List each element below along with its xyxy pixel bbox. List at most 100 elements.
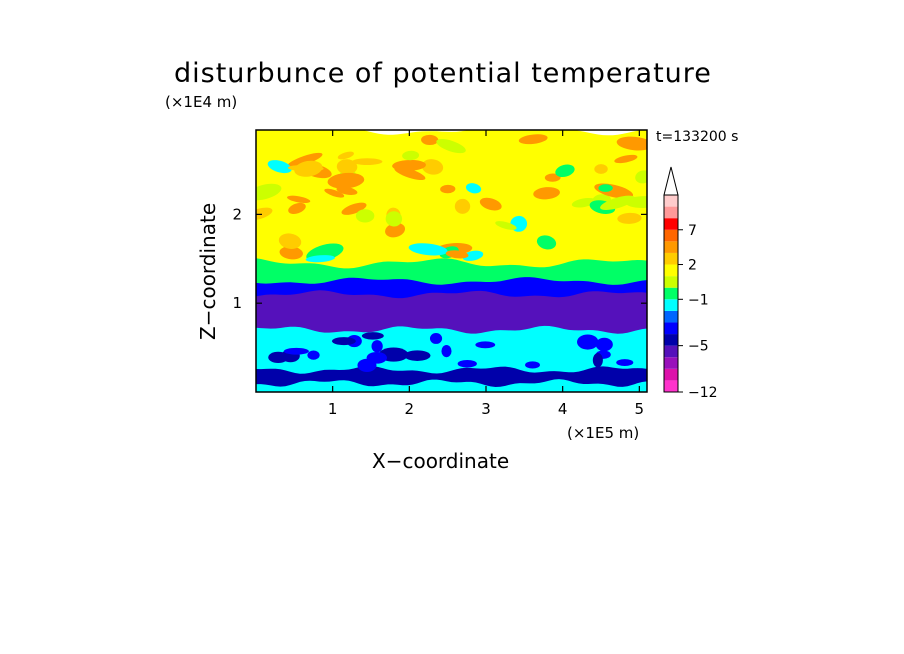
contour-blob [598, 184, 613, 192]
contour-blob [440, 184, 456, 194]
x-tick-label: 4 [558, 400, 568, 418]
contour-blob [445, 250, 469, 259]
contour-blob [465, 183, 482, 194]
contour-blob [287, 152, 323, 168]
x-axis: 1 2 3 4 5 [328, 130, 644, 418]
contour-blob [402, 150, 420, 161]
time-label: t=133200 s [656, 129, 739, 145]
contour-field [256, 130, 647, 392]
x-tick-label: 2 [405, 400, 415, 418]
contour-blob [408, 243, 448, 256]
colorbar-tick-label: 7 [688, 223, 697, 239]
contour-blob [441, 345, 452, 358]
contour-blob [327, 172, 365, 189]
x-axis-label: X−coordinate [372, 449, 510, 473]
contour-blob [392, 159, 426, 171]
contour-blob [404, 350, 431, 361]
contour-blob [307, 350, 320, 360]
contour-blob [355, 209, 375, 223]
contour-blob [371, 340, 383, 353]
contour-blob [555, 164, 575, 178]
contour-blob [429, 332, 443, 344]
y-axis-label: Z−coordinate [196, 202, 220, 340]
contour-blob [454, 198, 471, 214]
plot-frame [255, 129, 648, 393]
contour-blob [357, 358, 377, 372]
contour-blob [352, 158, 383, 166]
colorbar-segment [664, 195, 678, 207]
contour-blob [337, 151, 354, 160]
y-tick-label: 2 [232, 205, 242, 223]
contour-blob [457, 359, 477, 368]
contour-blob [525, 361, 540, 369]
contour-blob [336, 186, 358, 195]
contour-blob [385, 211, 403, 227]
x-tick-label: 5 [635, 400, 645, 418]
contour-blob [278, 233, 302, 249]
x-axis-unit: (×1E5 m) [567, 424, 640, 442]
colorbar-segment [664, 276, 678, 288]
y-axis-unit: (×1E4 m) [165, 93, 238, 111]
contour-blob [544, 173, 561, 182]
contour-blob [536, 235, 557, 250]
contour-blob [518, 134, 548, 145]
contour-blob [421, 159, 444, 175]
contour-blob [436, 139, 466, 154]
contour-blob [616, 136, 647, 151]
colorbar-segment [664, 310, 678, 323]
contour-blob [421, 134, 439, 146]
contour-blob [533, 187, 560, 200]
x-tick-label: 1 [328, 400, 338, 418]
colorbar-segment [664, 287, 678, 300]
contour-blob [268, 351, 289, 364]
y-axis: 12 [232, 205, 647, 312]
colorbar-segment [664, 380, 678, 392]
contour-blob [305, 255, 336, 263]
contour-blob [462, 250, 484, 261]
colorbar-segment [664, 357, 678, 369]
colorbar-tick-label: 2 [688, 258, 697, 274]
contour-blob [577, 334, 599, 350]
x-tick-label: 3 [481, 400, 491, 418]
colorbar: 7 2 −1 −5 −12 [663, 166, 718, 401]
contour-blob [361, 332, 384, 340]
contour-blob [617, 212, 642, 224]
colorbar-tick-label: −5 [688, 339, 709, 355]
colorbar-segment [664, 241, 678, 253]
contour-blob [595, 337, 613, 352]
colorbar-frame [663, 194, 679, 393]
contour-blob [341, 202, 367, 215]
contour-blob [594, 164, 608, 174]
y-tick-label: 1 [232, 294, 242, 312]
contour-blob [385, 222, 406, 238]
colorbar-segment [664, 206, 678, 219]
contour-blob [592, 352, 603, 368]
contour-blob [331, 337, 356, 346]
contour-blob [287, 195, 311, 203]
contour-blob [267, 160, 292, 174]
contour-layer [256, 379, 647, 392]
contour-blob [256, 183, 282, 201]
contour-blob [600, 195, 635, 211]
colorbar-segment [664, 334, 678, 346]
contour-blob [614, 154, 638, 164]
colorbar-segment [664, 368, 678, 381]
colorbar-segment [664, 264, 678, 277]
contour-blob [324, 188, 345, 198]
contour-blob [336, 159, 358, 175]
colorbar-segment [664, 299, 678, 311]
colorbar-segment [664, 345, 678, 358]
colorbar-extend-arrow [663, 166, 679, 196]
contour-blob [479, 197, 502, 211]
contour-blob [294, 160, 323, 177]
colorbar-segment [664, 218, 678, 230]
contour-blob [495, 221, 517, 230]
colorbar-segment [664, 252, 678, 265]
colorbar-segment [664, 322, 678, 335]
colorbar-tick-label: −1 [688, 292, 709, 308]
contour-blob [635, 170, 647, 184]
colorbar-segment [664, 229, 678, 242]
colorbar-tick-label: −12 [688, 385, 718, 401]
chart-title: disturbunce of potential temperature [174, 58, 712, 89]
